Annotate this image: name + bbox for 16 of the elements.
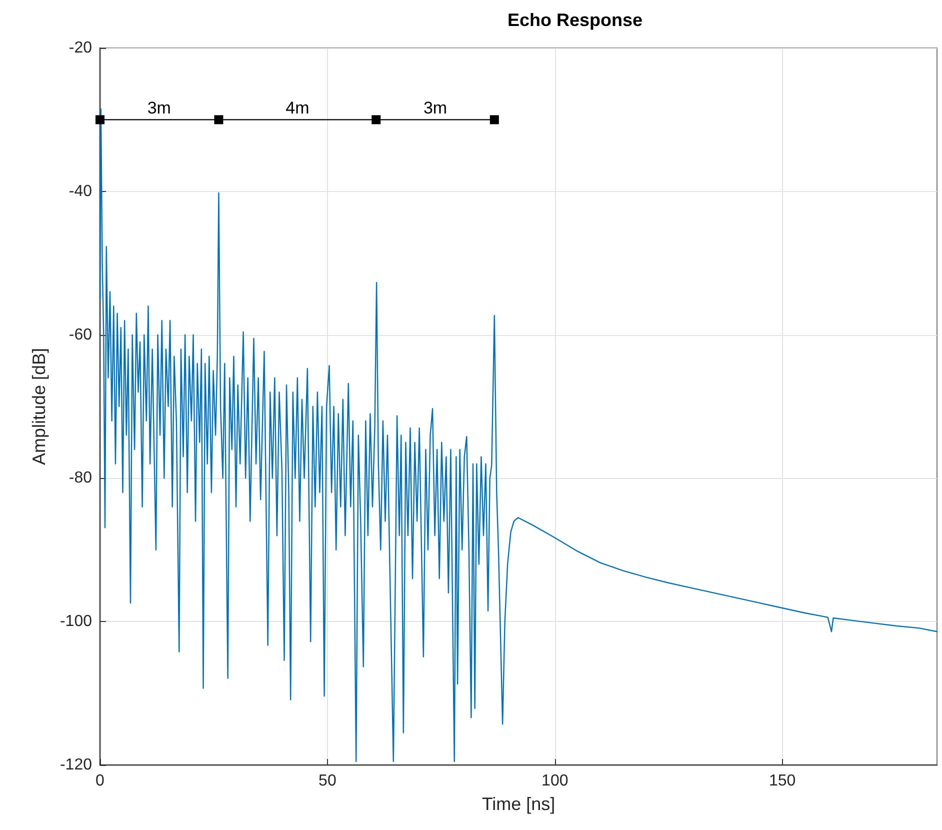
y-tick-label: -40 bbox=[68, 182, 92, 200]
x-tick-label: 150 bbox=[768, 772, 796, 790]
annotation: 4m bbox=[286, 98, 310, 118]
annotation: 3m bbox=[423, 98, 448, 118]
annotation: 3m bbox=[147, 98, 171, 118]
y-tick-label: -60 bbox=[68, 326, 92, 344]
x-axis-title: Time [ns] bbox=[482, 794, 556, 814]
y-tick-label: -20 bbox=[68, 40, 92, 56]
x-tick-label: 0 bbox=[96, 772, 105, 790]
x-tick-label: 50 bbox=[318, 772, 336, 790]
y-tick-label: -100 bbox=[60, 613, 92, 630]
x-tick-label: 100 bbox=[542, 772, 568, 790]
chart-title: Echo Response bbox=[507, 10, 643, 30]
y-tick-label: -80 bbox=[68, 470, 92, 487]
y-axis-title: Amplitude [dB] bbox=[29, 348, 49, 466]
y-tick-label: -120 bbox=[60, 756, 92, 774]
